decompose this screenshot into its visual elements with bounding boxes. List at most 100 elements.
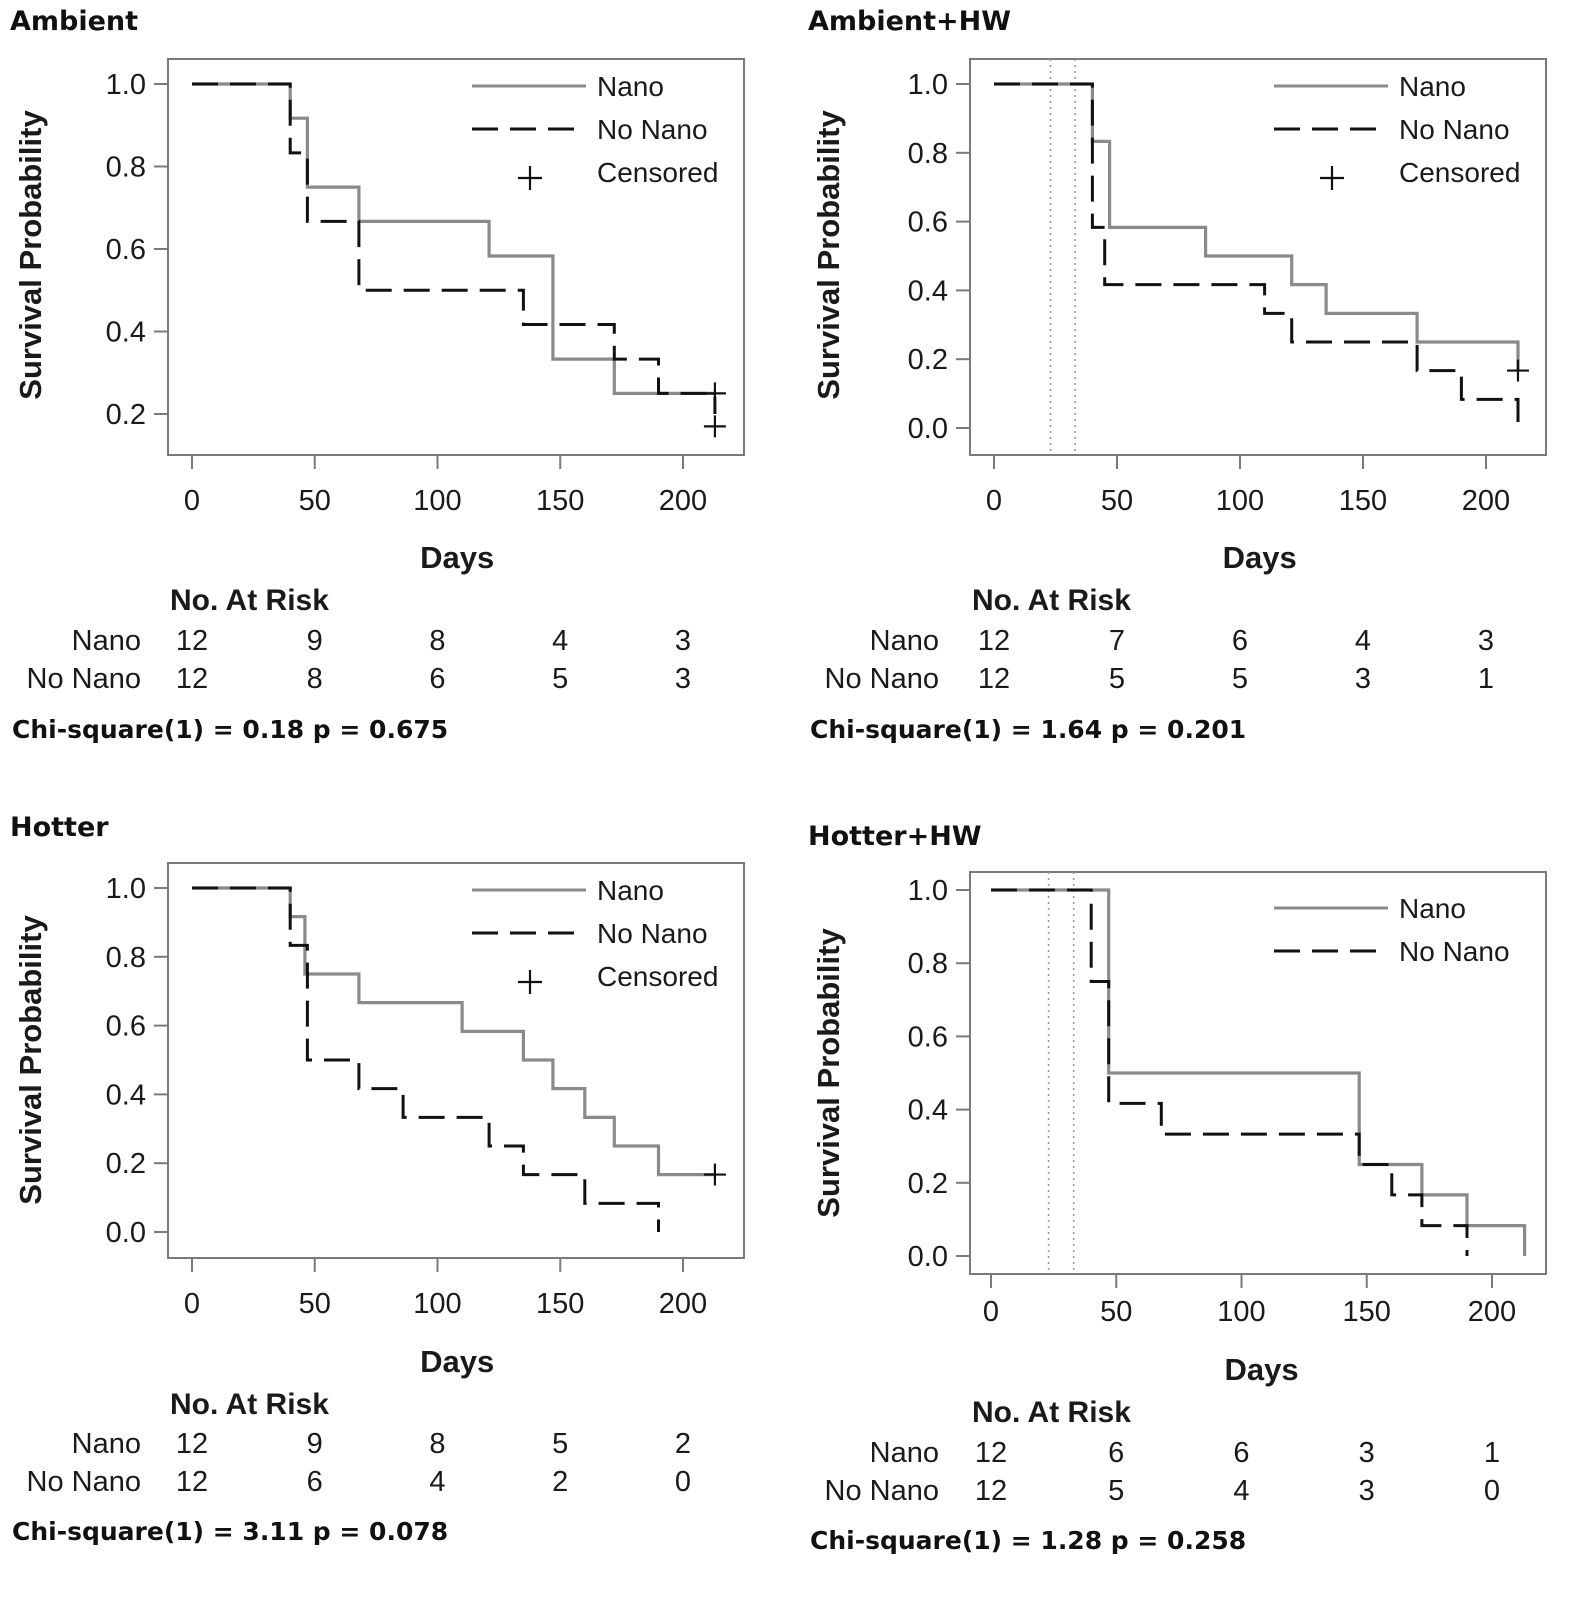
x-tick-label: 0 [986, 485, 1002, 517]
y-tick-label: 0.8 [908, 948, 948, 980]
legend-label: Nano [597, 71, 664, 102]
risk-count: 5 [1108, 1475, 1124, 1507]
panel-hotter-hw: Hotter+HW 0.0 0.2 0.4 0.6 0.8 1.0 0 50 100 150 200 D… [798, 799, 1595, 1597]
legend-label: No Nano [1399, 114, 1510, 145]
x-axis-label: Days [420, 540, 494, 575]
chi-square-stat: Chi-square(1) = 1.28 p = 0.258 [810, 1526, 1246, 1555]
y-tick-label: 0.0 [908, 1241, 948, 1273]
y-tick-label: 1.0 [106, 873, 146, 905]
risk-count: 12 [975, 1437, 1007, 1469]
risk-count: 6 [429, 663, 445, 695]
risk-table-header: No. At Risk [170, 1388, 329, 1421]
legend-label: No Nano [597, 918, 708, 949]
y-tick-label: 0.2 [908, 344, 948, 376]
risk-count: 6 [1232, 625, 1248, 657]
series-nano-line [192, 886, 715, 1177]
chart-ambient: Ambient 0.2 0.4 0.6 0.8 1.0 0 50 100 150 200 Days Su… [10, 6, 745, 744]
series-nano-line [192, 82, 715, 395]
x-tick-label: 150 [536, 1288, 584, 1320]
risk-count: 4 [429, 1466, 445, 1498]
plot-frame [969, 871, 1547, 1275]
x-tick-label: 150 [1343, 1296, 1391, 1328]
censored-mark [703, 1163, 726, 1186]
censored-mark [703, 415, 726, 438]
risk-row-label: No Nano [27, 663, 141, 695]
legend-label: Nano [1399, 71, 1466, 102]
x-tick-label: 100 [1216, 485, 1264, 517]
x-tick-label: 0 [184, 485, 200, 517]
risk-count: 4 [1233, 1475, 1249, 1507]
panel-hotter: Hotter 0.0 0.2 0.4 0.6 0.8 1.0 0 50 100 150 200 Days… [0, 799, 797, 1597]
risk-count: 5 [1232, 663, 1248, 695]
y-axis-label: Survival Probability [811, 928, 846, 1218]
x-axis-label: Days [420, 1344, 494, 1379]
risk-count: 3 [1355, 663, 1371, 695]
risk-count: 8 [307, 663, 323, 695]
risk-count: 12 [176, 625, 208, 657]
y-axis-label: Survival Probability [811, 110, 846, 400]
x-tick-label: 200 [659, 1288, 707, 1320]
risk-row-label: Nano [72, 625, 141, 657]
risk-table-header: No. At Risk [972, 584, 1131, 617]
chart-title: Hotter [10, 812, 109, 843]
risk-count: 7 [1109, 625, 1125, 657]
risk-count: 4 [1355, 625, 1371, 657]
risk-count: 9 [307, 1428, 323, 1460]
risk-count: 6 [307, 1466, 323, 1498]
risk-row-label: No Nano [825, 1475, 939, 1507]
risk-row-label: No Nano [27, 1466, 141, 1498]
risk-count: 1 [1478, 663, 1494, 695]
y-tick-label: 0.0 [908, 413, 948, 445]
risk-count: 5 [552, 1428, 568, 1460]
risk-count: 3 [1359, 1475, 1375, 1507]
risk-count: 12 [176, 663, 208, 695]
risk-row-label: No Nano [825, 663, 939, 695]
x-tick-label: 0 [184, 1288, 200, 1320]
series-no-nano-line [192, 886, 660, 1232]
risk-count: 12 [978, 625, 1010, 657]
risk-count: 2 [552, 1466, 568, 1498]
panel-ambient-hw: Ambient+HW 0.0 0.2 0.4 0.6 0.8 1.0 0 50 100 150 200… [798, 0, 1595, 798]
risk-count: 4 [552, 625, 568, 657]
y-tick-label: 0.6 [106, 234, 146, 266]
x-axis-label: Days [1224, 1352, 1298, 1387]
x-tick-label: 150 [536, 485, 584, 517]
y-tick-label: 0.0 [106, 1217, 146, 1249]
plot-frame [167, 58, 745, 456]
risk-count: 3 [1359, 1437, 1375, 1469]
x-tick-label: 50 [1101, 485, 1133, 517]
risk-count: 3 [1478, 625, 1494, 657]
y-axis-label: Survival Probability [13, 110, 48, 400]
x-tick-label: 50 [299, 1288, 331, 1320]
censored-mark [1506, 359, 1529, 382]
y-tick-label: 0.4 [106, 317, 146, 349]
chi-square-stat: Chi-square(1) = 3.11 p = 0.078 [12, 1517, 448, 1546]
risk-count: 6 [1233, 1437, 1249, 1469]
x-tick-label: 200 [1468, 1296, 1516, 1328]
risk-count: 5 [1109, 663, 1125, 695]
risk-row-label: Nano [870, 1437, 939, 1469]
risk-count: 0 [1484, 1475, 1500, 1507]
risk-row-label: Nano [72, 1428, 141, 1460]
legend-label: Censored [597, 961, 718, 992]
y-tick-label: 0.4 [908, 275, 948, 307]
x-tick-label: 200 [659, 485, 707, 517]
x-tick-label: 100 [1217, 1296, 1265, 1328]
x-tick-label: 150 [1339, 485, 1387, 517]
risk-count: 8 [429, 1428, 445, 1460]
risk-count: 2 [675, 1428, 691, 1460]
chart-hotter-hw: Hotter+HW0.00.20.40.60.81.00 50 100 150 200D… [808, 821, 1547, 1555]
series-no-nano-line [192, 82, 717, 414]
risk-count: 12 [975, 1475, 1007, 1507]
chart-title: Ambient+HW [808, 6, 1011, 37]
risk-count: 5 [552, 663, 568, 695]
y-tick-label: 0.6 [908, 1021, 948, 1053]
series-nano-line [994, 82, 1520, 371]
y-tick-label: 0.6 [106, 1011, 146, 1043]
chi-square-stat: Chi-square(1) = 1.64 p = 0.201 [810, 715, 1246, 744]
legend-label: Nano [1399, 893, 1466, 924]
legend-label: No Nano [597, 114, 708, 145]
chart-title: Ambient [10, 6, 138, 37]
y-tick-label: 0.6 [908, 207, 948, 239]
